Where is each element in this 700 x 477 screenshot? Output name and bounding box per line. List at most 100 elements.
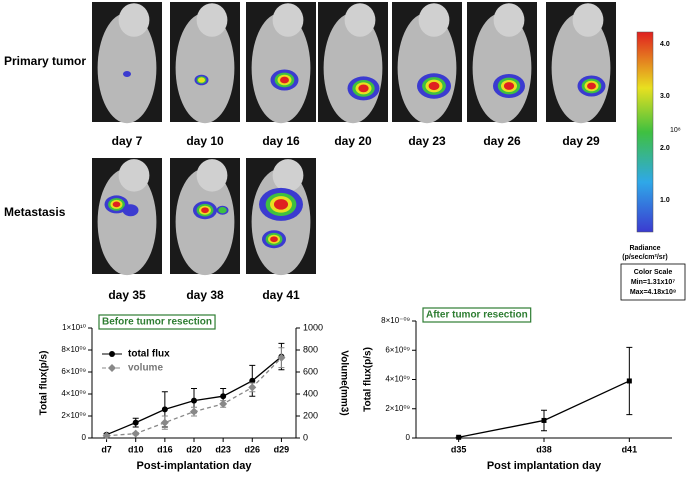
mouse-image <box>246 2 316 124</box>
day-label: day 38 <box>186 288 224 302</box>
title-box <box>422 307 532 323</box>
point <box>626 378 632 384</box>
point <box>456 434 462 440</box>
x-tick-label: d16 <box>157 444 173 454</box>
y-tick-label: 8×10⁻⁰⁹ <box>381 316 410 325</box>
mouse-body <box>97 168 157 276</box>
y-tick-label: 2×10⁰⁹ <box>61 411 86 420</box>
x-axis-label: Post-implantation day <box>137 460 253 472</box>
mouse-head <box>196 159 228 192</box>
mouse-image <box>92 158 162 276</box>
legend-marker <box>109 351 115 357</box>
y-tick-label: 2×10⁰⁹ <box>385 404 410 413</box>
legend-marker <box>108 364 116 372</box>
point <box>541 417 547 423</box>
mouse-head <box>272 159 304 192</box>
y2-tick-label: 200 <box>303 410 318 420</box>
x-tick-label: d35 <box>451 444 467 454</box>
y2-tick-label: 400 <box>303 388 318 398</box>
color-tick-label: 2.0 <box>660 145 670 152</box>
point <box>277 353 286 362</box>
legend-label: total flux <box>128 349 170 360</box>
mouse-body <box>97 12 157 124</box>
color-unit-title: Radiance <box>629 245 660 252</box>
y-tick-label: 4×10⁰⁹ <box>61 389 86 398</box>
signal <box>358 84 369 93</box>
x-tick-label: d38 <box>536 444 552 454</box>
day-label: day 16 <box>262 134 300 148</box>
day-label: day 10 <box>186 134 224 148</box>
y-tick-label: 4×10⁰⁹ <box>385 375 410 384</box>
point <box>102 431 111 440</box>
signal <box>428 81 440 91</box>
signal <box>123 71 131 77</box>
mouse-head <box>572 3 604 37</box>
color-exponent: 10⁸ <box>670 127 681 134</box>
title-box <box>98 314 216 330</box>
signal <box>587 82 596 90</box>
y-tick-label: 8×10⁰⁹ <box>61 345 86 354</box>
point <box>220 393 227 400</box>
y-tick-label: 1×10¹⁰ <box>62 323 86 332</box>
mouse-head <box>272 3 304 37</box>
y-tick-label: 6×10⁰⁹ <box>385 345 410 354</box>
point <box>131 429 140 438</box>
row-label: Metastasis <box>4 205 66 219</box>
signal <box>273 199 289 210</box>
signal <box>122 204 139 217</box>
mouse-image <box>170 158 240 276</box>
y-axis-label: Total flux(p/s) <box>39 351 50 416</box>
mouse-body <box>175 168 235 276</box>
color-tick-label: 4.0 <box>660 41 670 48</box>
mouse-head <box>196 3 228 37</box>
color-min: Min=1.31x10⁷ <box>631 279 675 286</box>
x-tick-label: d10 <box>128 444 144 454</box>
point <box>191 397 197 404</box>
point <box>190 407 198 416</box>
y-axis-label: Total flux(p/s) <box>363 347 374 412</box>
day-label: day 23 <box>408 134 446 148</box>
y2-tick-label: 600 <box>303 366 318 376</box>
x-tick-label: d26 <box>245 444 261 454</box>
point <box>161 406 168 413</box>
day-label: day 20 <box>334 134 372 148</box>
signal <box>112 201 121 208</box>
y2-tick-label: 0 <box>303 432 308 442</box>
mouse-head <box>493 3 525 37</box>
point <box>132 419 139 426</box>
day-label: day 7 <box>112 134 143 148</box>
color-scale-box <box>620 263 686 301</box>
signal <box>218 207 227 214</box>
signal <box>503 82 515 90</box>
day-label: day 35 <box>108 288 146 302</box>
point <box>219 399 228 408</box>
signal <box>270 236 278 243</box>
y2-axis-label: Volume(mm3) <box>338 350 349 415</box>
y-tick-label: 0 <box>82 433 87 442</box>
color-unit: (p/sec/cm²/sr) <box>622 254 668 261</box>
day-label: day 26 <box>483 134 521 148</box>
mouse-head <box>118 159 150 192</box>
x-tick-label: d29 <box>274 444 290 454</box>
x-tick-label: d23 <box>215 444 231 454</box>
mouse-image <box>546 2 616 124</box>
chart-title: After tumor resection <box>426 310 528 321</box>
x-tick-label: d7 <box>101 444 112 454</box>
color-bar <box>636 31 654 233</box>
signal <box>280 76 289 84</box>
chart-title: Before tumor resection <box>102 317 212 328</box>
mouse-head <box>118 3 150 37</box>
signal <box>198 77 205 83</box>
mouse-head <box>418 3 450 37</box>
x-tick-label: d41 <box>622 444 638 454</box>
mouse-image <box>170 2 240 124</box>
y2-tick-label: 800 <box>303 344 318 354</box>
row-label: Primary tumor <box>4 54 86 68</box>
color-max: Max=4.18x10⁸ <box>630 289 676 296</box>
day-label: day 29 <box>562 134 600 148</box>
mouse-body <box>175 12 235 124</box>
point <box>249 377 256 384</box>
legend-label: volume <box>128 363 163 374</box>
mouse-image <box>92 2 162 124</box>
